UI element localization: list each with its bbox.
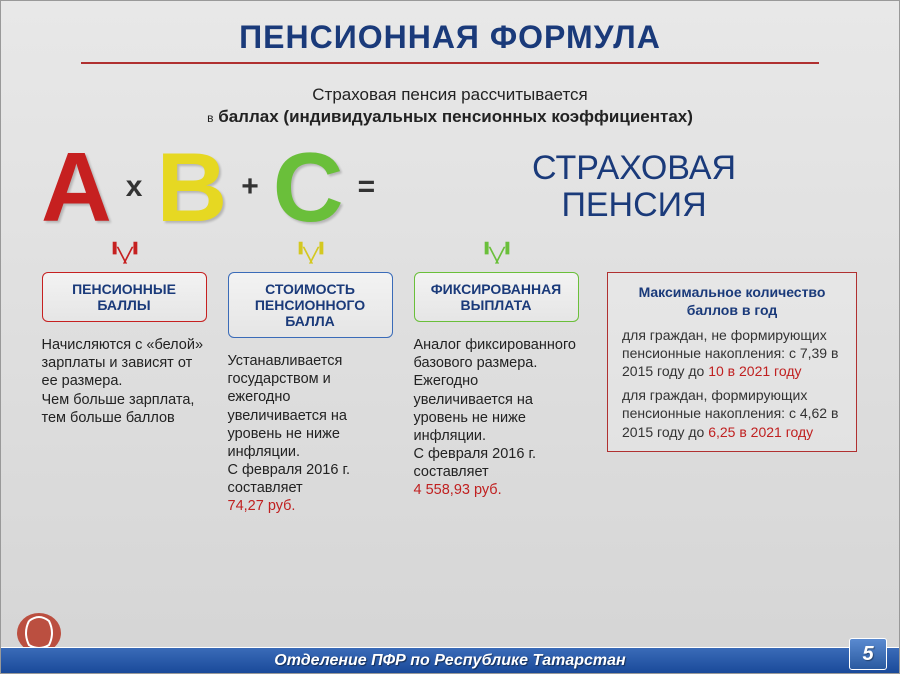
desc-b-hl: 74,27 руб. [228, 498, 296, 514]
sidebox-p2: для граждан, формирующих пенсионные нако… [622, 386, 842, 441]
sidebox-max-points: Максимальное количество баллов в год для… [607, 272, 857, 452]
arrow-a-icon: ╻ ╻╲╱ [109, 238, 140, 260]
label-c-l2: ВЫПЛАТА [461, 297, 532, 313]
formula-row: А x В + С = СТРАХОВАЯ ПЕНСИЯ [41, 138, 869, 236]
desc-b-p1: Устанавливается государством и ежегодно … [228, 353, 347, 460]
column-c: ╻ ╻╲╱ ФИКСИРОВАННАЯ ВЫПЛАТА Аналог фикси… [411, 236, 581, 499]
op-multiply: x [120, 170, 149, 204]
desc-c-p2a: С февраля 2016 г. составляет [414, 446, 537, 480]
label-box-a: ПЕНСИОННЫЕ БАЛЛЫ [42, 272, 207, 322]
desc-b: Устанавливается государством и ежегодно … [228, 352, 393, 515]
desc-c-hl: 4 558,93 руб. [414, 482, 502, 498]
op-equals: = [352, 170, 382, 204]
desc-a-p1: Начисляются с «белой» зарплаты и зависят… [42, 337, 204, 389]
label-c-l1: ФИКСИРОВАННАЯ [431, 281, 562, 297]
desc-c-p1: Аналог фиксированного базового размера. … [414, 337, 576, 444]
label-a-l1: ПЕНСИОННЫЕ [72, 281, 176, 297]
letter-a: А [41, 138, 112, 236]
subtitle-line2: баллах (индивидуальных пенсионных коэффи… [218, 107, 693, 126]
page-title: ПЕНСИОННАЯ ФОРМУЛА [1, 1, 899, 62]
sidebox-title: Максимальное количество баллов в год [622, 283, 842, 319]
label-b-l1: СТОИМОСТЬ [265, 281, 355, 297]
formula-result: СТРАХОВАЯ ПЕНСИЯ [389, 150, 869, 225]
subtitle-v: в [207, 111, 213, 125]
column-b: ╻ ╻╲╱ СТОИМОСТЬ ПЕНСИОННОГО БАЛЛА Устана… [225, 236, 395, 515]
footer-text: Отделение ПФР по Республике Татарстан [274, 652, 625, 670]
footer-bar: Отделение ПФР по Республике Татарстан [1, 647, 899, 673]
sidebox-p2-hl: 6,25 в 2021 году [708, 424, 813, 440]
columns: ╻ ╻╲╱ ПЕНСИОННЫЕ БАЛЛЫ Начисляются с «бе… [39, 236, 869, 515]
label-box-c: ФИКСИРОВАННАЯ ВЫПЛАТА [414, 272, 579, 322]
title-underline [81, 62, 819, 64]
letter-b: В [156, 138, 227, 236]
desc-a-p2: Чем больше зарплата, тем больше баллов [42, 392, 195, 426]
subtitle: Страховая пенсия рассчитывается в баллах… [1, 84, 899, 128]
label-a-l2: БАЛЛЫ [97, 297, 150, 313]
column-a: ╻ ╻╲╱ ПЕНСИОННЫЕ БАЛЛЫ Начисляются с «бе… [39, 236, 209, 427]
desc-b-p2a: С февраля 2016 г. составляет [228, 462, 351, 496]
result-l2: ПЕНСИЯ [561, 186, 706, 224]
result-l1: СТРАХОВАЯ [532, 149, 736, 187]
label-box-b: СТОИМОСТЬ ПЕНСИОННОГО БАЛЛА [228, 272, 393, 338]
sidebox-p1-hl: 10 в 2021 году [708, 363, 801, 379]
desc-a: Начисляются с «белой» зарплаты и зависят… [42, 336, 207, 427]
label-b-l2: ПЕНСИОННОГО [255, 297, 365, 313]
label-b-l3: БАЛЛА [285, 313, 335, 329]
page-number: 5 [849, 638, 887, 670]
subtitle-line1: Страховая пенсия рассчитывается [312, 85, 588, 104]
letter-c: С [273, 138, 344, 236]
arrow-b-icon: ╻ ╻╲╱ [295, 238, 326, 260]
desc-c: Аналог фиксированного базового размера. … [414, 336, 579, 499]
sidebox-p1: для граждан, не формирующих пенсионные н… [622, 326, 842, 381]
op-plus: + [235, 170, 265, 204]
arrow-c-icon: ╻ ╻╲╱ [481, 238, 512, 260]
